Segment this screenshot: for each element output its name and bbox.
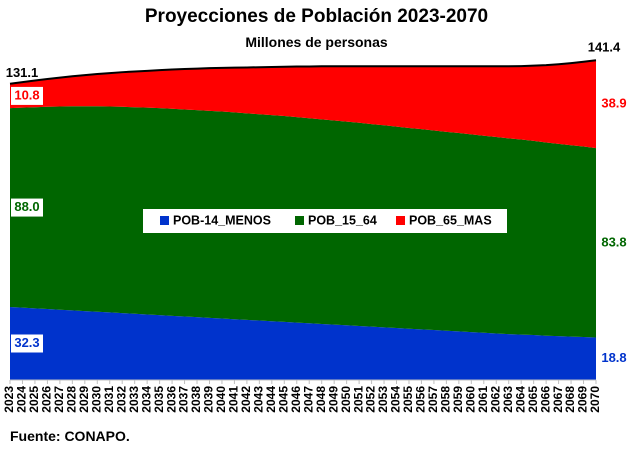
x-tick-label: 2026 xyxy=(40,386,54,413)
x-tick-label: 2025 xyxy=(27,386,41,413)
x-tick-label: 2043 xyxy=(252,386,266,413)
start-label-3-bg xyxy=(11,86,43,105)
x-tick-label: 2045 xyxy=(276,386,290,413)
x-tick-label: 2044 xyxy=(264,386,278,413)
end-label-3: 38.9 xyxy=(601,96,626,111)
x-tick-label: 2050 xyxy=(339,386,353,413)
start-label-1-bg xyxy=(11,334,43,353)
chart-title: Proyecciones de Población 2023-2070 xyxy=(144,6,489,27)
x-tick-label: 2037 xyxy=(177,386,191,413)
x-tick-label: 2067 xyxy=(551,386,565,413)
start-label-2-bg xyxy=(11,198,43,217)
start-label-3: 10.8 xyxy=(14,87,39,102)
x-tick-label: 2040 xyxy=(214,386,228,413)
end-label-1: 18.8 xyxy=(601,350,626,365)
legend-box xyxy=(143,209,507,233)
x-tick-label: 2064 xyxy=(513,386,527,413)
x-tick-label: 2049 xyxy=(326,386,340,413)
x-tick-label: 2027 xyxy=(52,386,66,413)
x-tick-label: 2059 xyxy=(451,386,465,413)
end-label-1-bg xyxy=(598,349,630,368)
legend-label-3: POB_65_MAS xyxy=(409,213,492,227)
legend: POB-14_MENOS POB_15_64 POB_65_MAS xyxy=(143,209,507,233)
x-tick-label: 2068 xyxy=(563,386,577,413)
x-tick-label: 2030 xyxy=(89,386,103,413)
area-pob-14-menos xyxy=(10,307,596,380)
x-tick-label: 2038 xyxy=(189,386,203,413)
x-tick-label: 2046 xyxy=(289,386,303,413)
x-tick-label: 2039 xyxy=(202,386,216,413)
start-label-1: 32.3 xyxy=(14,335,39,350)
total-line xyxy=(9,59,597,85)
legend-swatch-1 xyxy=(160,216,169,225)
x-tick-label: 2053 xyxy=(376,386,390,413)
x-tick-label: 2052 xyxy=(364,386,378,413)
x-tick-label: 2069 xyxy=(576,386,590,413)
data-labels: 32.3 88.0 10.8 18.8 83.8 38.9 131.1 141.4 xyxy=(6,40,630,368)
x-tick-label: 2048 xyxy=(314,386,328,413)
legend-label-2: POB_15_64 xyxy=(308,213,377,227)
x-tick-label: 2066 xyxy=(538,386,552,413)
x-tick-label: 2051 xyxy=(351,386,365,413)
x-tick-label: 2029 xyxy=(77,386,91,413)
x-tick-label: 2032 xyxy=(114,386,128,413)
end-label-2: 83.8 xyxy=(601,234,626,249)
area-pob-65-mas xyxy=(10,60,596,149)
chart-subtitle: Millones de personas xyxy=(245,34,388,50)
x-tick-label: 2061 xyxy=(476,386,490,413)
x-tick-label: 2058 xyxy=(439,386,453,413)
x-tick-label: 2047 xyxy=(301,386,315,413)
x-tick-label: 2060 xyxy=(463,386,477,413)
x-tick-label: 2023 xyxy=(2,386,16,413)
x-tick-label: 2034 xyxy=(139,386,153,413)
x-tick-label: 2056 xyxy=(414,386,428,413)
x-tick-label: 2028 xyxy=(65,386,79,413)
x-tick-label: 2035 xyxy=(152,386,166,413)
x-tick-label: 2065 xyxy=(526,386,540,413)
x-tick-label: 2036 xyxy=(164,386,178,413)
x-tick-label: 2055 xyxy=(401,386,415,413)
x-tick-label: 2063 xyxy=(501,386,515,413)
x-tick-label: 2070 xyxy=(588,386,602,413)
end-label-2-bg xyxy=(598,233,630,252)
end-label-3-bg xyxy=(598,95,630,114)
x-tick-label: 2041 xyxy=(227,386,241,413)
x-tick-label: 2062 xyxy=(488,386,502,413)
start-label-2: 88.0 xyxy=(14,199,39,214)
legend-label-1: POB-14_MENOS xyxy=(173,213,271,227)
legend-swatch-3 xyxy=(396,216,405,225)
x-axis: 2023202420252026202720282029203020312032… xyxy=(2,379,602,413)
x-tick-label: 2031 xyxy=(102,386,116,413)
total-start-label: 131.1 xyxy=(6,65,39,80)
x-tick-label: 2057 xyxy=(426,386,440,413)
x-tick-label: 2033 xyxy=(127,386,141,413)
x-tick-label: 2024 xyxy=(15,386,29,413)
legend-swatch-2 xyxy=(295,216,304,225)
x-tick-label: 2054 xyxy=(389,386,403,413)
source-note: Fuente: CONAPO. xyxy=(10,428,130,444)
x-tick-label: 2042 xyxy=(239,386,253,413)
total-end-label: 141.4 xyxy=(588,40,621,55)
